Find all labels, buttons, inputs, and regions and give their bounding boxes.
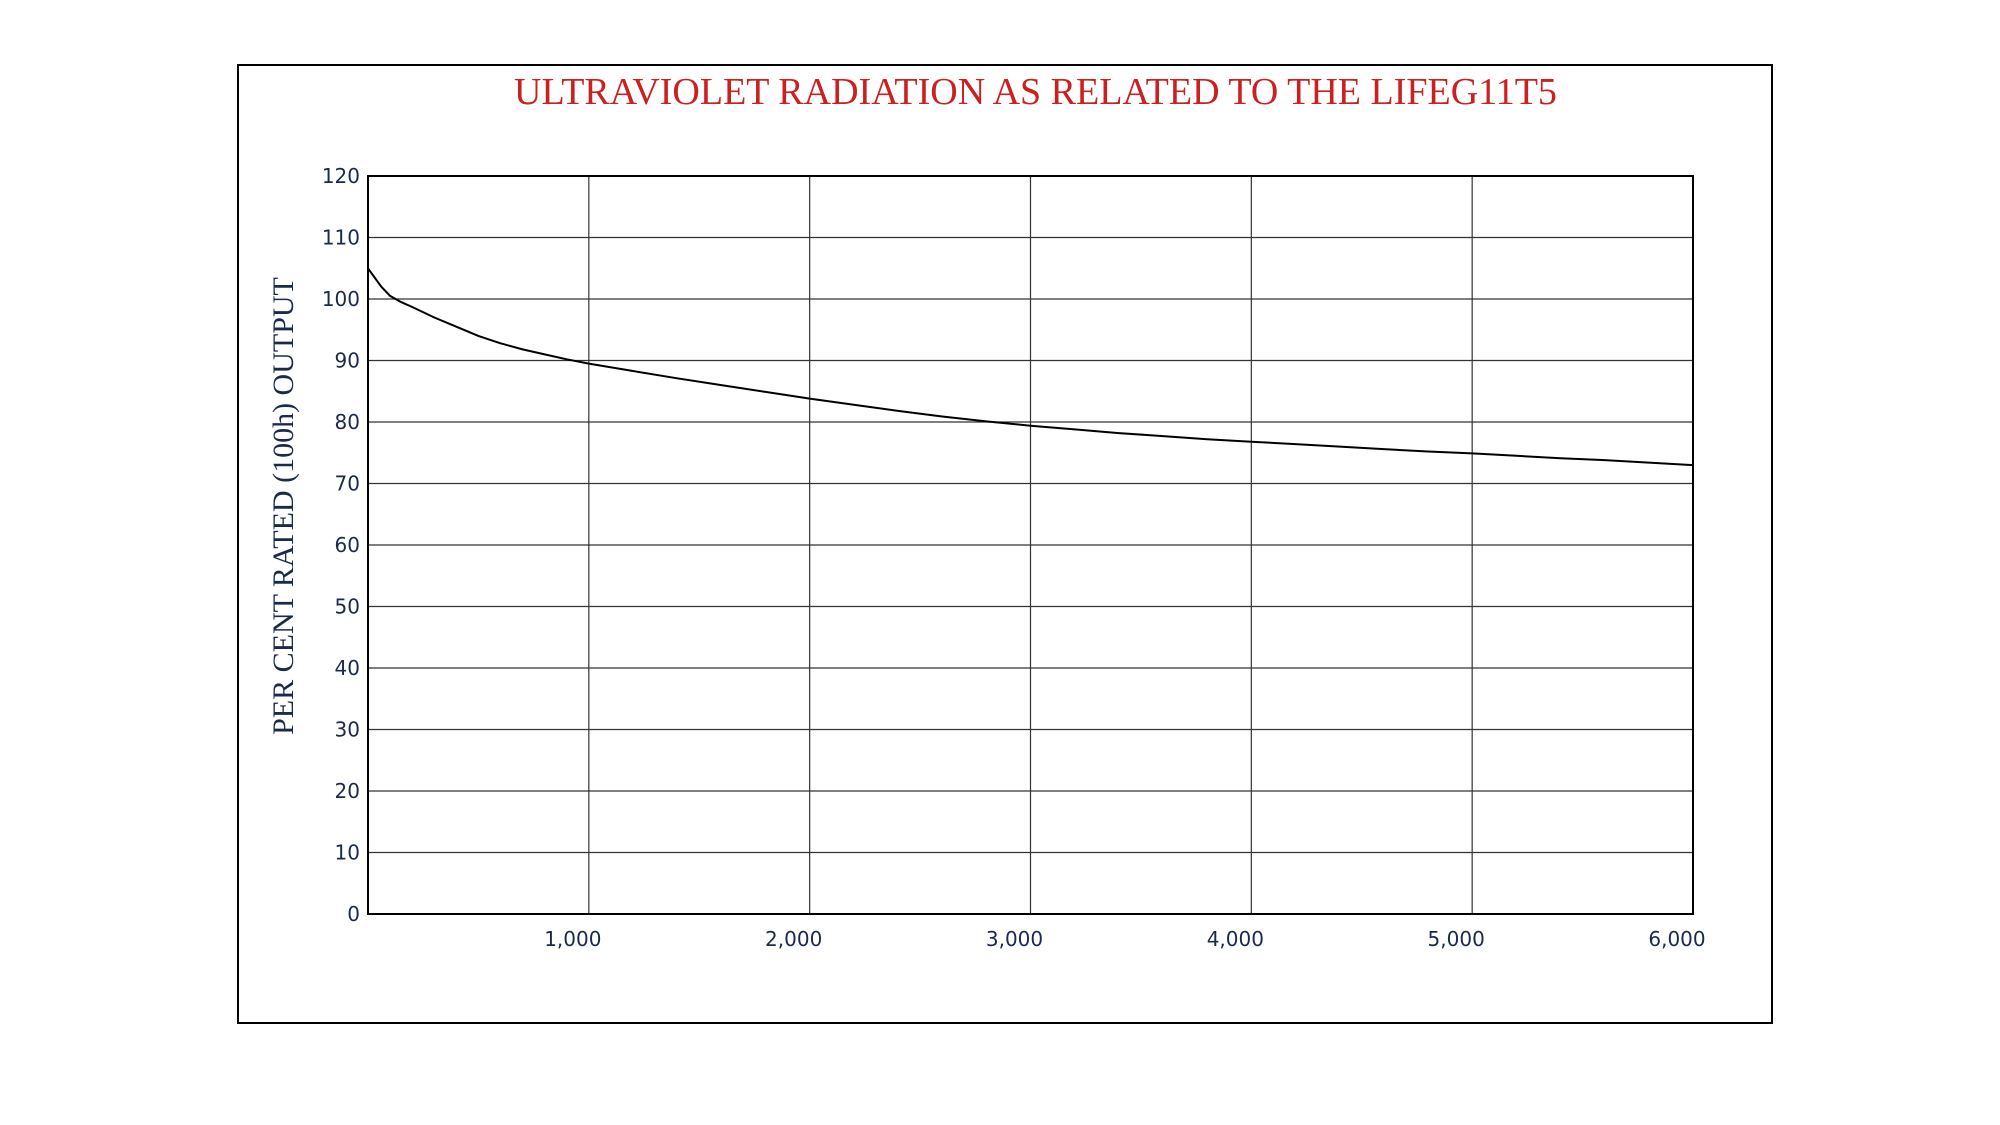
y-tick-labels: 0 10 20 30 40 50 60 70 80 90 100 110 120 xyxy=(322,164,360,926)
grid xyxy=(368,176,1693,914)
y-tick-label: 70 xyxy=(335,472,360,496)
y-tick-label: 90 xyxy=(335,349,360,373)
plot-area-border xyxy=(367,175,1694,915)
y-tick-label: 40 xyxy=(335,656,360,680)
x-tick-label: 5,000 xyxy=(1428,927,1485,951)
series-lines xyxy=(367,267,1694,467)
x-tick-label: 4,000 xyxy=(1207,927,1264,951)
x-tick-label: 1,000 xyxy=(544,927,601,951)
y-tick-label: 0 xyxy=(347,902,360,926)
y-tick-label: 20 xyxy=(335,779,360,803)
x-tick-label: 2,000 xyxy=(765,927,822,951)
y-tick-label: 110 xyxy=(322,226,360,250)
y-tick-label: 120 xyxy=(322,164,360,188)
chart-frame xyxy=(237,64,1773,1024)
y-tick-label: 80 xyxy=(335,410,360,434)
y-tick-label: 10 xyxy=(335,841,360,865)
series-line xyxy=(367,267,1694,467)
y-tick-label: 50 xyxy=(335,595,360,619)
chart-title: ULTRAVIOLET RADIATION AS RELATED TO THE … xyxy=(514,71,1557,113)
y-tick-label: 60 xyxy=(335,533,360,557)
x-tick-labels: 1,000 2,000 3,000 4,000 5,000 6,000 xyxy=(544,927,1705,951)
y-tick-label: 100 xyxy=(322,287,360,311)
x-tick-label: 3,000 xyxy=(986,927,1043,951)
y-tick-label: 30 xyxy=(335,718,360,742)
x-tick-label: 6,000 xyxy=(1648,927,1705,951)
